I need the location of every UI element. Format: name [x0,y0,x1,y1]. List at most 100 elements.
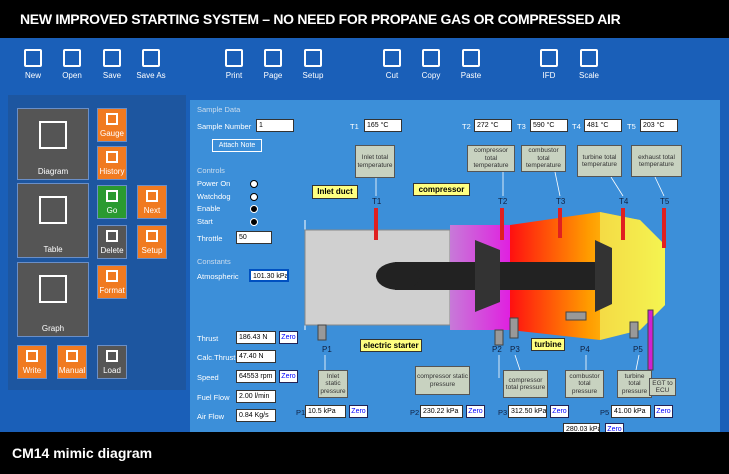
control-label: Watchdog [197,191,231,201]
toolbar-button[interactable]: Copy [412,46,450,86]
pressure-label: turbine total pressure [617,370,652,398]
button-label: Save [102,71,122,80]
probe-label: T5 [660,197,670,206]
toolbar-button[interactable]: Save [93,46,131,86]
icon [264,49,282,67]
button-label: Table [43,245,63,254]
pressure-name: P3 [498,408,508,417]
toolbar-button[interactable]: Paste [452,46,490,86]
sidebar-button[interactable]: History [97,146,127,180]
temp-value: 165 °C [364,119,402,132]
probe-label: T4 [619,197,629,206]
section-title: Controls [197,166,225,175]
component-label: electric starter [360,339,422,352]
sidebar-button[interactable]: Next [137,185,167,219]
toolbar-button[interactable]: Page [254,46,292,86]
icon [225,49,243,67]
pressure-name: P2 [410,408,420,417]
toolbar-button[interactable]: Save As [132,46,170,86]
toolbar-button[interactable]: Print [215,46,253,86]
temp-label: Inlet total temperature [355,145,395,178]
reading-value: 0.84 Kg/s [236,409,276,422]
temp-label: exhaust total temperature [631,145,682,177]
leader-lines [324,171,665,378]
pressure-value: 230.22 kPa [420,405,463,418]
zero-button[interactable]: Zero [654,405,673,418]
icon [26,350,38,362]
sample-number[interactable]: 1 [256,119,294,132]
icon [462,49,480,67]
sidebar-button[interactable]: Format [97,265,127,299]
pressure-label: compressor static pressure [415,366,470,395]
zero-button[interactable]: Zero [466,405,485,418]
button-label: New [24,71,41,80]
probe-label: T2 [498,197,508,206]
reading-value: 186.43 N [236,331,276,344]
field-label: Atmospheric [197,272,239,281]
control-toggle[interactable] [250,192,258,201]
toolbar-button[interactable]: Open [53,46,91,86]
sidebar-button[interactable]: Load [97,345,127,379]
temp-name: T4 [572,122,581,131]
component-label: Inlet duct [312,185,358,199]
button-label: Scale [578,71,599,80]
attach-note[interactable]: Attach Note [212,139,262,152]
button-label: IFD [542,71,556,80]
sidebar-button[interactable]: Delete [97,225,127,259]
button-label: Copy [421,71,441,80]
toolbar-button[interactable]: Setup [294,46,332,86]
icon [142,49,160,67]
sidebar-button[interactable]: Table [17,183,89,258]
icon [39,196,67,224]
icon [383,49,401,67]
pressure-name: P1 [296,408,306,417]
icon [103,49,121,67]
zero-button[interactable]: Zero [550,405,569,418]
sidebar-button[interactable]: Gauge [97,108,127,142]
reading-label: Thrust [197,334,219,343]
reading-value: 64553 rpm [236,370,276,383]
control-toggle[interactable] [250,205,258,213]
toolbar-button[interactable]: Scale [570,46,608,86]
toolbar-button[interactable]: Cut [373,46,411,86]
toolbar-button[interactable]: New [14,46,52,86]
icon [146,190,158,202]
icon [106,270,118,282]
sidebar-button[interactable]: Write [17,345,47,379]
sidebar-button[interactable]: Go [97,185,127,219]
zero-button[interactable]: Zero [349,405,368,418]
control-label: Power On [197,179,231,188]
temp-name: T5 [627,122,636,131]
atmospheric[interactable]: 101.30 kPa [249,269,289,282]
pressure-value: 10.5 kPa [305,405,346,418]
button-label: Manual [58,366,86,375]
reading-label: Calc.Thrust [197,353,236,362]
field-label: Sample Number [197,122,252,131]
component-label: turbine [531,338,565,351]
zero-button[interactable]: Zero [279,370,298,383]
pressure-label: EGT to ECU [649,378,676,396]
button-label: Delete [100,246,124,255]
icon [63,49,81,67]
pressure-label: Inlet static pressure [318,370,348,398]
sidebar-button[interactable]: Diagram [17,108,89,180]
temp-name: T2 [462,122,471,131]
button-label: Next [143,206,161,215]
icon [540,49,558,67]
caption: CM14 mimic diagram [0,432,729,474]
throttle[interactable]: 50 [236,231,272,244]
button-label: Graph [41,324,65,333]
button-label: Setup [141,246,163,255]
sidebar-button[interactable]: Setup [137,225,167,259]
control-toggle[interactable] [250,180,258,188]
sidebar-button[interactable]: Manual [57,345,87,379]
toolbar-button[interactable]: IFD [530,46,568,86]
control-toggle[interactable] [250,217,258,226]
zero-button[interactable]: Zero [279,331,298,344]
button-label: Gauge [99,129,125,138]
component-label: compressor [413,183,470,196]
sidebar-button[interactable]: Graph [17,262,89,337]
button-label: Save As [136,71,166,80]
probe-label: T3 [556,197,566,206]
